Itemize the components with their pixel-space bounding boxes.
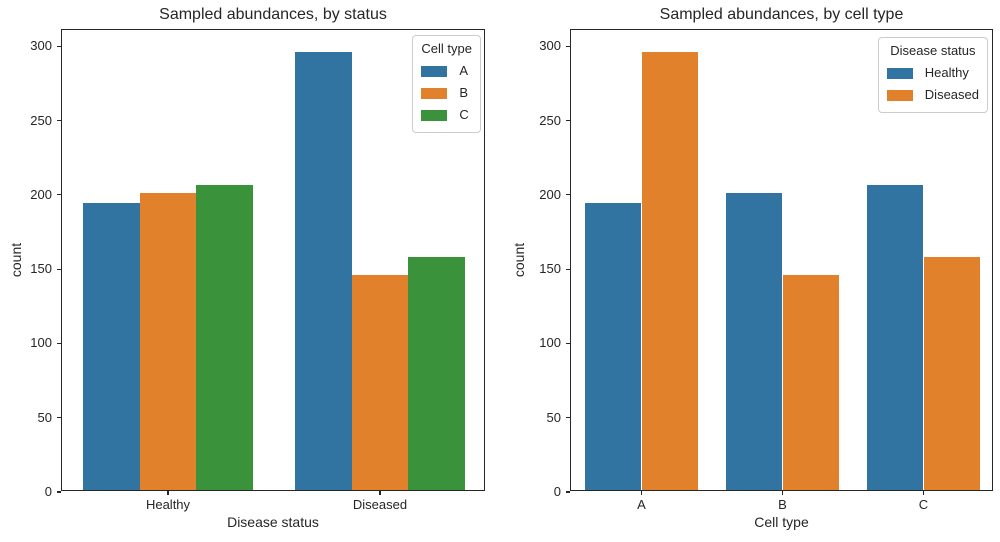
y-tick-mark	[56, 194, 61, 196]
legend-swatch-icon	[886, 67, 913, 79]
legend: Disease status Healthy Diseased	[877, 37, 988, 113]
y-tick-label: 0	[553, 484, 561, 499]
y-tick-label: 100	[539, 335, 561, 351]
legend-label: B	[459, 85, 469, 100]
x-tick-mark	[167, 491, 169, 496]
y-tick-label: 300	[539, 38, 561, 54]
x-tick-label-b: B	[778, 497, 787, 512]
bar-diseased-c	[923, 256, 980, 490]
bar-b-healthy	[139, 192, 197, 490]
y-tick-mark	[56, 268, 61, 270]
bar-a-healthy	[83, 203, 140, 490]
x-tick-mark	[922, 491, 925, 496]
y-tick-label: 100	[30, 335, 52, 351]
legend-label: Diseased	[924, 87, 979, 102]
y-tick-label: 200	[30, 186, 52, 202]
x-tick-label-c: C	[918, 497, 929, 512]
y-tick-label: 0	[44, 484, 52, 499]
x-axis-label: Disease status	[227, 514, 319, 530]
bar-healthy-b	[726, 192, 783, 490]
y-tick-mark	[56, 417, 61, 419]
legend-items: Healthy Diseased	[886, 62, 979, 106]
y-tick-mark	[56, 491, 61, 493]
y-tick-label: 300	[30, 38, 52, 54]
bar-healthy-c	[867, 185, 924, 490]
legend-row-healthy: Healthy	[886, 62, 979, 84]
y-tick-mark	[565, 417, 570, 419]
bar-diseased-a	[641, 51, 698, 490]
x-tick-mark	[640, 491, 643, 496]
y-tick-label: 150	[30, 261, 52, 277]
y-tick-label: 50	[546, 409, 561, 425]
bar-a-diseased	[295, 51, 352, 490]
legend-row-a: A	[421, 60, 472, 82]
y-tick-label: 200	[539, 186, 561, 202]
y-tick-mark	[565, 120, 570, 122]
x-tick-label-healthy: Healthy	[145, 497, 191, 512]
y-tick-mark	[565, 45, 570, 47]
bar-healthy-a	[585, 203, 642, 490]
x-tick-mark	[379, 491, 381, 496]
x-tick-label-diseased: Diseased	[352, 497, 408, 512]
legend-title: Disease status	[890, 43, 976, 58]
y-tick-mark	[565, 491, 570, 493]
chart-title: Sampled abundances, by cell type	[659, 6, 904, 23]
legend-swatch-icon	[421, 87, 448, 99]
x-tick-label-a: A	[637, 497, 646, 512]
bar-diseased-b	[782, 274, 839, 490]
legend-swatch-icon	[421, 65, 448, 77]
x-tick-mark	[781, 491, 784, 496]
y-tick-label: 250	[30, 112, 52, 128]
y-tick-mark	[565, 268, 570, 270]
y-tick-mark	[565, 342, 570, 345]
legend-row-b: B	[421, 82, 472, 104]
legend-label: C	[459, 107, 469, 122]
y-tick-label: 150	[539, 261, 561, 277]
bar-b-diseased	[351, 274, 409, 490]
legend-row-diseased: Diseased	[886, 84, 979, 106]
legend-title: Cell type	[421, 41, 472, 56]
subplot-by-cell-type: Sampled abundances, by cell type count 0…	[500, 0, 1000, 542]
subplot-by-status: Sampled abundances, by status count 0 50 1…	[8, 6, 485, 530]
y-tick-mark	[56, 342, 61, 345]
y-tick-mark	[56, 120, 61, 122]
chart-title: Sampled abundances, by status	[159, 6, 387, 23]
legend-row-c: C	[421, 104, 472, 126]
legend-swatch-icon	[421, 109, 448, 121]
y-tick-label: 250	[539, 112, 561, 128]
bar-c-healthy	[196, 185, 253, 490]
y-tick-mark	[56, 45, 61, 47]
bar-c-diseased	[408, 256, 465, 490]
y-tick-label: 50	[37, 409, 52, 425]
x-axis-label: Cell type	[754, 514, 809, 530]
legend-label: A	[459, 63, 469, 78]
legend-swatch-icon	[886, 89, 913, 101]
y-tick-mark	[565, 194, 570, 196]
legend-label: Healthy	[924, 65, 969, 80]
